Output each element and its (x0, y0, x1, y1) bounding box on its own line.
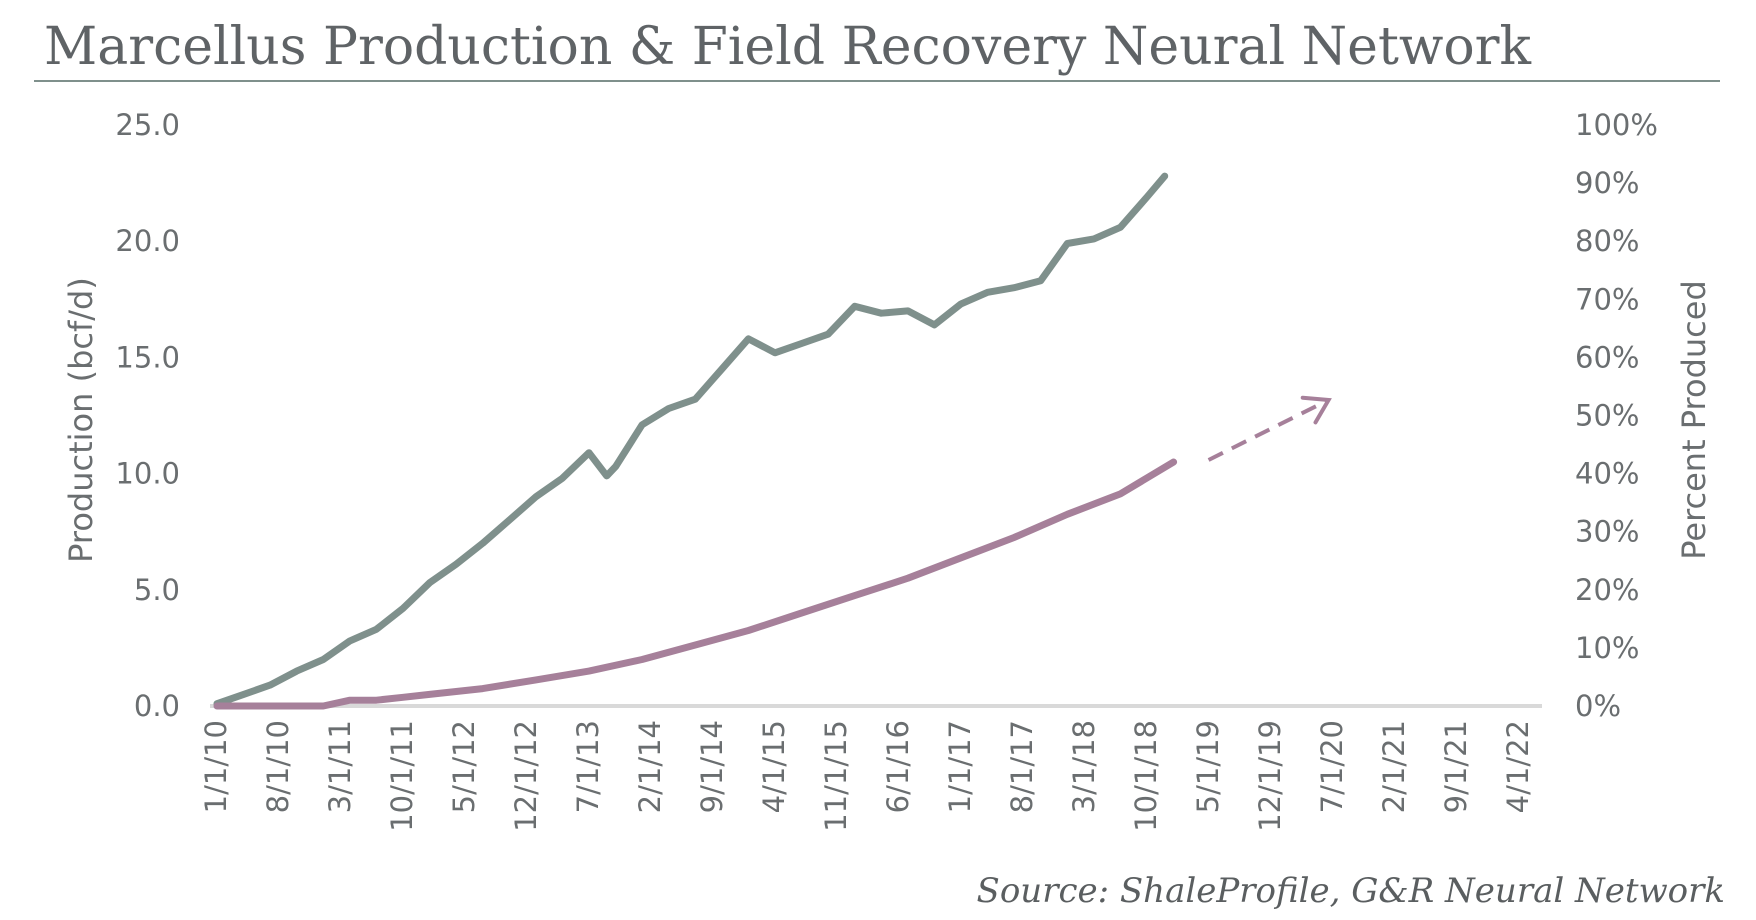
x-tick-label: 2/1/21 (1377, 720, 1411, 813)
x-tick-label: 6/1/16 (881, 720, 915, 813)
x-tick-label: 1/1/10 (199, 720, 233, 813)
x-ticks: 1/1/10 8/1/10 3/1/11 10/1/11 5/1/12 12/1/12 7/… (199, 720, 1535, 832)
y2-axis-title-group: Percent Produced (1675, 280, 1713, 560)
y2-tick-label: 40% (1575, 457, 1639, 491)
x-tick-label: 9/1/21 (1439, 720, 1473, 813)
y2-axis-title: Percent Produced (1675, 280, 1713, 560)
x-tick-label: 4/1/15 (757, 720, 791, 813)
y2-tick-label: 0% (1575, 689, 1621, 723)
y-axis-title-group: Production (bcf/d) (62, 277, 100, 563)
x-tick-label: 2/1/14 (633, 720, 667, 813)
source-note: Source: ShaleProfile, G&R Neural Network (977, 871, 1725, 911)
x-tick-label: 11/1/15 (819, 720, 853, 832)
x-tick-label: 9/1/14 (695, 720, 729, 813)
y2-tick-label: 90% (1575, 166, 1639, 200)
x-tick-label: 5/1/19 (1191, 720, 1225, 813)
x-tick-label: 8/1/17 (1005, 720, 1039, 813)
y2-tick-label: 30% (1575, 515, 1639, 549)
y2-ticks: 100% 90% 80% 70% 60% 50% 40% 30% 20% 10% 0% (1575, 108, 1658, 723)
x-tick-label: 10/1/18 (1129, 720, 1163, 832)
series-layer (213, 172, 1332, 710)
x-tick-label: 3/1/18 (1067, 720, 1101, 813)
x-tick-label: 7/1/20 (1315, 720, 1349, 813)
y2-tick-label: 20% (1575, 573, 1639, 607)
forecast-arrow-line (1207, 398, 1330, 462)
y2-tick-label: 100% (1575, 108, 1658, 142)
y-ticks: 25.0 20.0 15.0 10.0 5.0 0.0 (115, 108, 180, 723)
x-tick-label: 10/1/11 (385, 720, 419, 832)
x-tick-label: 3/1/11 (323, 720, 357, 813)
y2-tick-label: 60% (1575, 340, 1639, 374)
y2-tick-label: 70% (1575, 282, 1639, 316)
x-tick-label: 12/1/12 (509, 720, 543, 832)
y-tick-label: 15.0 (115, 340, 180, 374)
x-tick-label: 12/1/19 (1253, 720, 1287, 832)
y2-tick-label: 80% (1575, 224, 1639, 258)
forecast-arrow-head (1300, 395, 1332, 425)
series-line-production (213, 172, 1169, 708)
y2-tick-label: 10% (1575, 631, 1639, 665)
y-tick-label: 20.0 (115, 224, 180, 258)
x-tick-label: 8/1/10 (261, 720, 295, 813)
chart-title: Marcellus Production & Field Recovery Ne… (44, 17, 1532, 77)
series-line-percent-produced (213, 458, 1178, 710)
y-tick-label: 0.0 (134, 689, 180, 723)
y-tick-label: 25.0 (115, 108, 180, 142)
x-tick-label: 1/1/17 (943, 720, 977, 813)
x-tick-label: 7/1/13 (571, 720, 605, 813)
y-tick-label: 5.0 (134, 573, 180, 607)
y2-tick-label: 50% (1575, 399, 1639, 433)
y-axis-title: Production (bcf/d) (62, 277, 100, 563)
x-tick-label: 4/1/22 (1501, 720, 1535, 813)
x-tick-label: 5/1/12 (447, 720, 481, 813)
y-tick-label: 10.0 (115, 457, 180, 491)
